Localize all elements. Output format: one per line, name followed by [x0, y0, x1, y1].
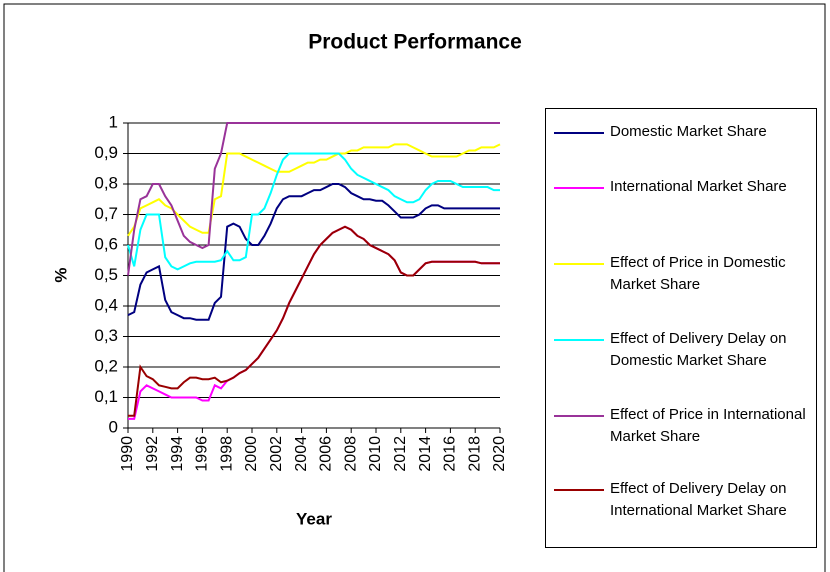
series-line [127, 152, 500, 271]
series-line [128, 225, 500, 417]
x-tick-label: 2002 [268, 436, 285, 472]
legend-label: Effect of Delivery Delay on Domestic Mar… [610, 330, 787, 369]
x-tick-label: 2000 [243, 436, 260, 472]
x-tick-label: 2016 [442, 436, 459, 472]
y-tick-label: 0,8 [94, 173, 118, 192]
legend-label: Effect of Delivery Delay on Internationa… [610, 480, 787, 519]
x-tick-label: 2020 [491, 436, 508, 472]
y-tick-label: 0,5 [94, 265, 118, 284]
legend-swatch [554, 415, 604, 417]
x-tick-label: 2004 [293, 436, 310, 472]
x-tick-label: 1990 [119, 436, 136, 472]
x-tick-label: 2010 [367, 436, 384, 472]
x-axis-label: Year [296, 509, 332, 528]
x-tick-label: 1996 [194, 436, 211, 472]
y-tick-label: 0,3 [94, 326, 118, 345]
y-tick-label: 0,4 [94, 295, 118, 314]
x-tick-label: 1998 [218, 436, 235, 472]
series-line [127, 122, 500, 276]
legend-swatch [554, 489, 604, 491]
x-tick-label: 2012 [392, 436, 409, 472]
series-line [127, 143, 501, 237]
legend-label: Effect of Price in Domestic Market Share [610, 254, 786, 293]
legend-swatch [554, 339, 604, 341]
x-tick-label: 2018 [466, 436, 483, 472]
x-tick-label: 1992 [144, 436, 161, 472]
y-tick-label: 1 [109, 112, 118, 131]
x-tick-label: 2008 [342, 436, 359, 472]
y-axis-label: % [51, 267, 70, 282]
y-tick-label: 0,6 [94, 234, 118, 253]
x-tick-label: 2014 [417, 436, 434, 472]
legend-swatch [554, 132, 604, 134]
x-tick-label: 2006 [318, 436, 335, 472]
y-tick-label: 0,1 [94, 387, 118, 406]
chart-title: Product Performance [308, 31, 522, 54]
legend-swatch [554, 263, 604, 265]
x-tick-label: 1994 [169, 436, 186, 472]
series-line [127, 183, 500, 321]
y-tick-label: 0,9 [94, 143, 118, 162]
legend-label: International Market Share [610, 178, 787, 195]
y-tick-label: 0,7 [94, 204, 118, 223]
legend: Domestic Market Share International Marke… [545, 108, 817, 548]
legend-label: Domestic Market Share [610, 123, 767, 140]
y-tick-label: 0,2 [94, 356, 118, 375]
legend-swatch [554, 187, 604, 189]
legend-label: Effect of Price in International Market … [610, 406, 806, 445]
y-tick-label: 0 [109, 417, 118, 436]
